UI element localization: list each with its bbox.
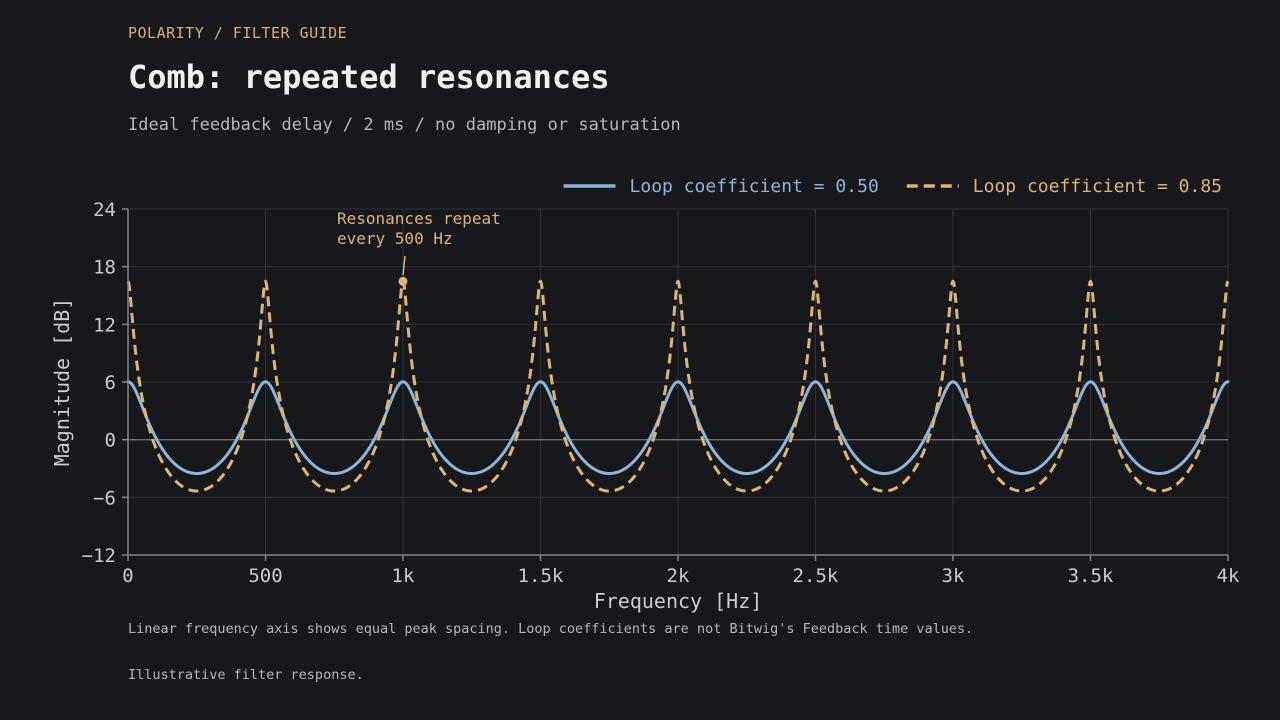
page-subtitle: Ideal feedback delay / 2 ms / no damping… [128,115,681,135]
x-tick-label: 500 [248,565,282,587]
x-axis-label: Frequency [Hz] [594,589,763,613]
y-tick-label: −12 [82,545,116,567]
annotation-marker [398,276,408,286]
x-tick-label: 3.5k [1068,565,1114,587]
annotation-text-line: Resonances repeat [337,209,501,228]
y-tick-label: 6 [105,372,116,394]
x-tick-label: 4k [1217,565,1240,587]
series-line-2 [126,279,1230,493]
credit-note: Illustrative filter response. [128,667,364,683]
annotation-leader [402,255,406,276]
x-tick-label: 0 [122,565,133,587]
y-axis-label: Magnitude [dB] [50,298,74,467]
footnote: Linear frequency axis shows equal peak s… [128,621,974,637]
x-tick-label: 2k [667,565,690,587]
y-tick-label: −6 [93,487,116,509]
legend-label-2: Loop coefficient = 0.85 [973,176,1222,197]
y-tick-label: 24 [93,199,116,221]
legend: Loop coefficient = 0.50 Loop coefficient … [563,176,1222,197]
y-tick-label: 12 [93,314,116,336]
annotation-text-line: every 500 Hz [337,229,453,248]
y-tick-label: 18 [93,257,116,279]
series-layer [126,279,1230,493]
y-tick-label: 0 [105,430,116,452]
series-line-1 [126,380,1230,476]
x-tick-label: 1k [392,565,415,587]
x-tick-label: 1.5k [518,565,564,587]
eyebrow-label: POLARITY / FILTER GUIDE [128,24,348,42]
x-tick-label: 2.5k [793,565,839,587]
legend-label-1: Loop coefficient = 0.50 [630,176,879,197]
x-tick-label: 3k [942,565,965,587]
page-title: Comb: repeated resonances [128,58,610,96]
axis-layer: 0 500 1k 1.5k 2k 2.5k 3k 3.5k 4k −12 −6 0 6 12 18 24 Fre… [50,199,1240,613]
